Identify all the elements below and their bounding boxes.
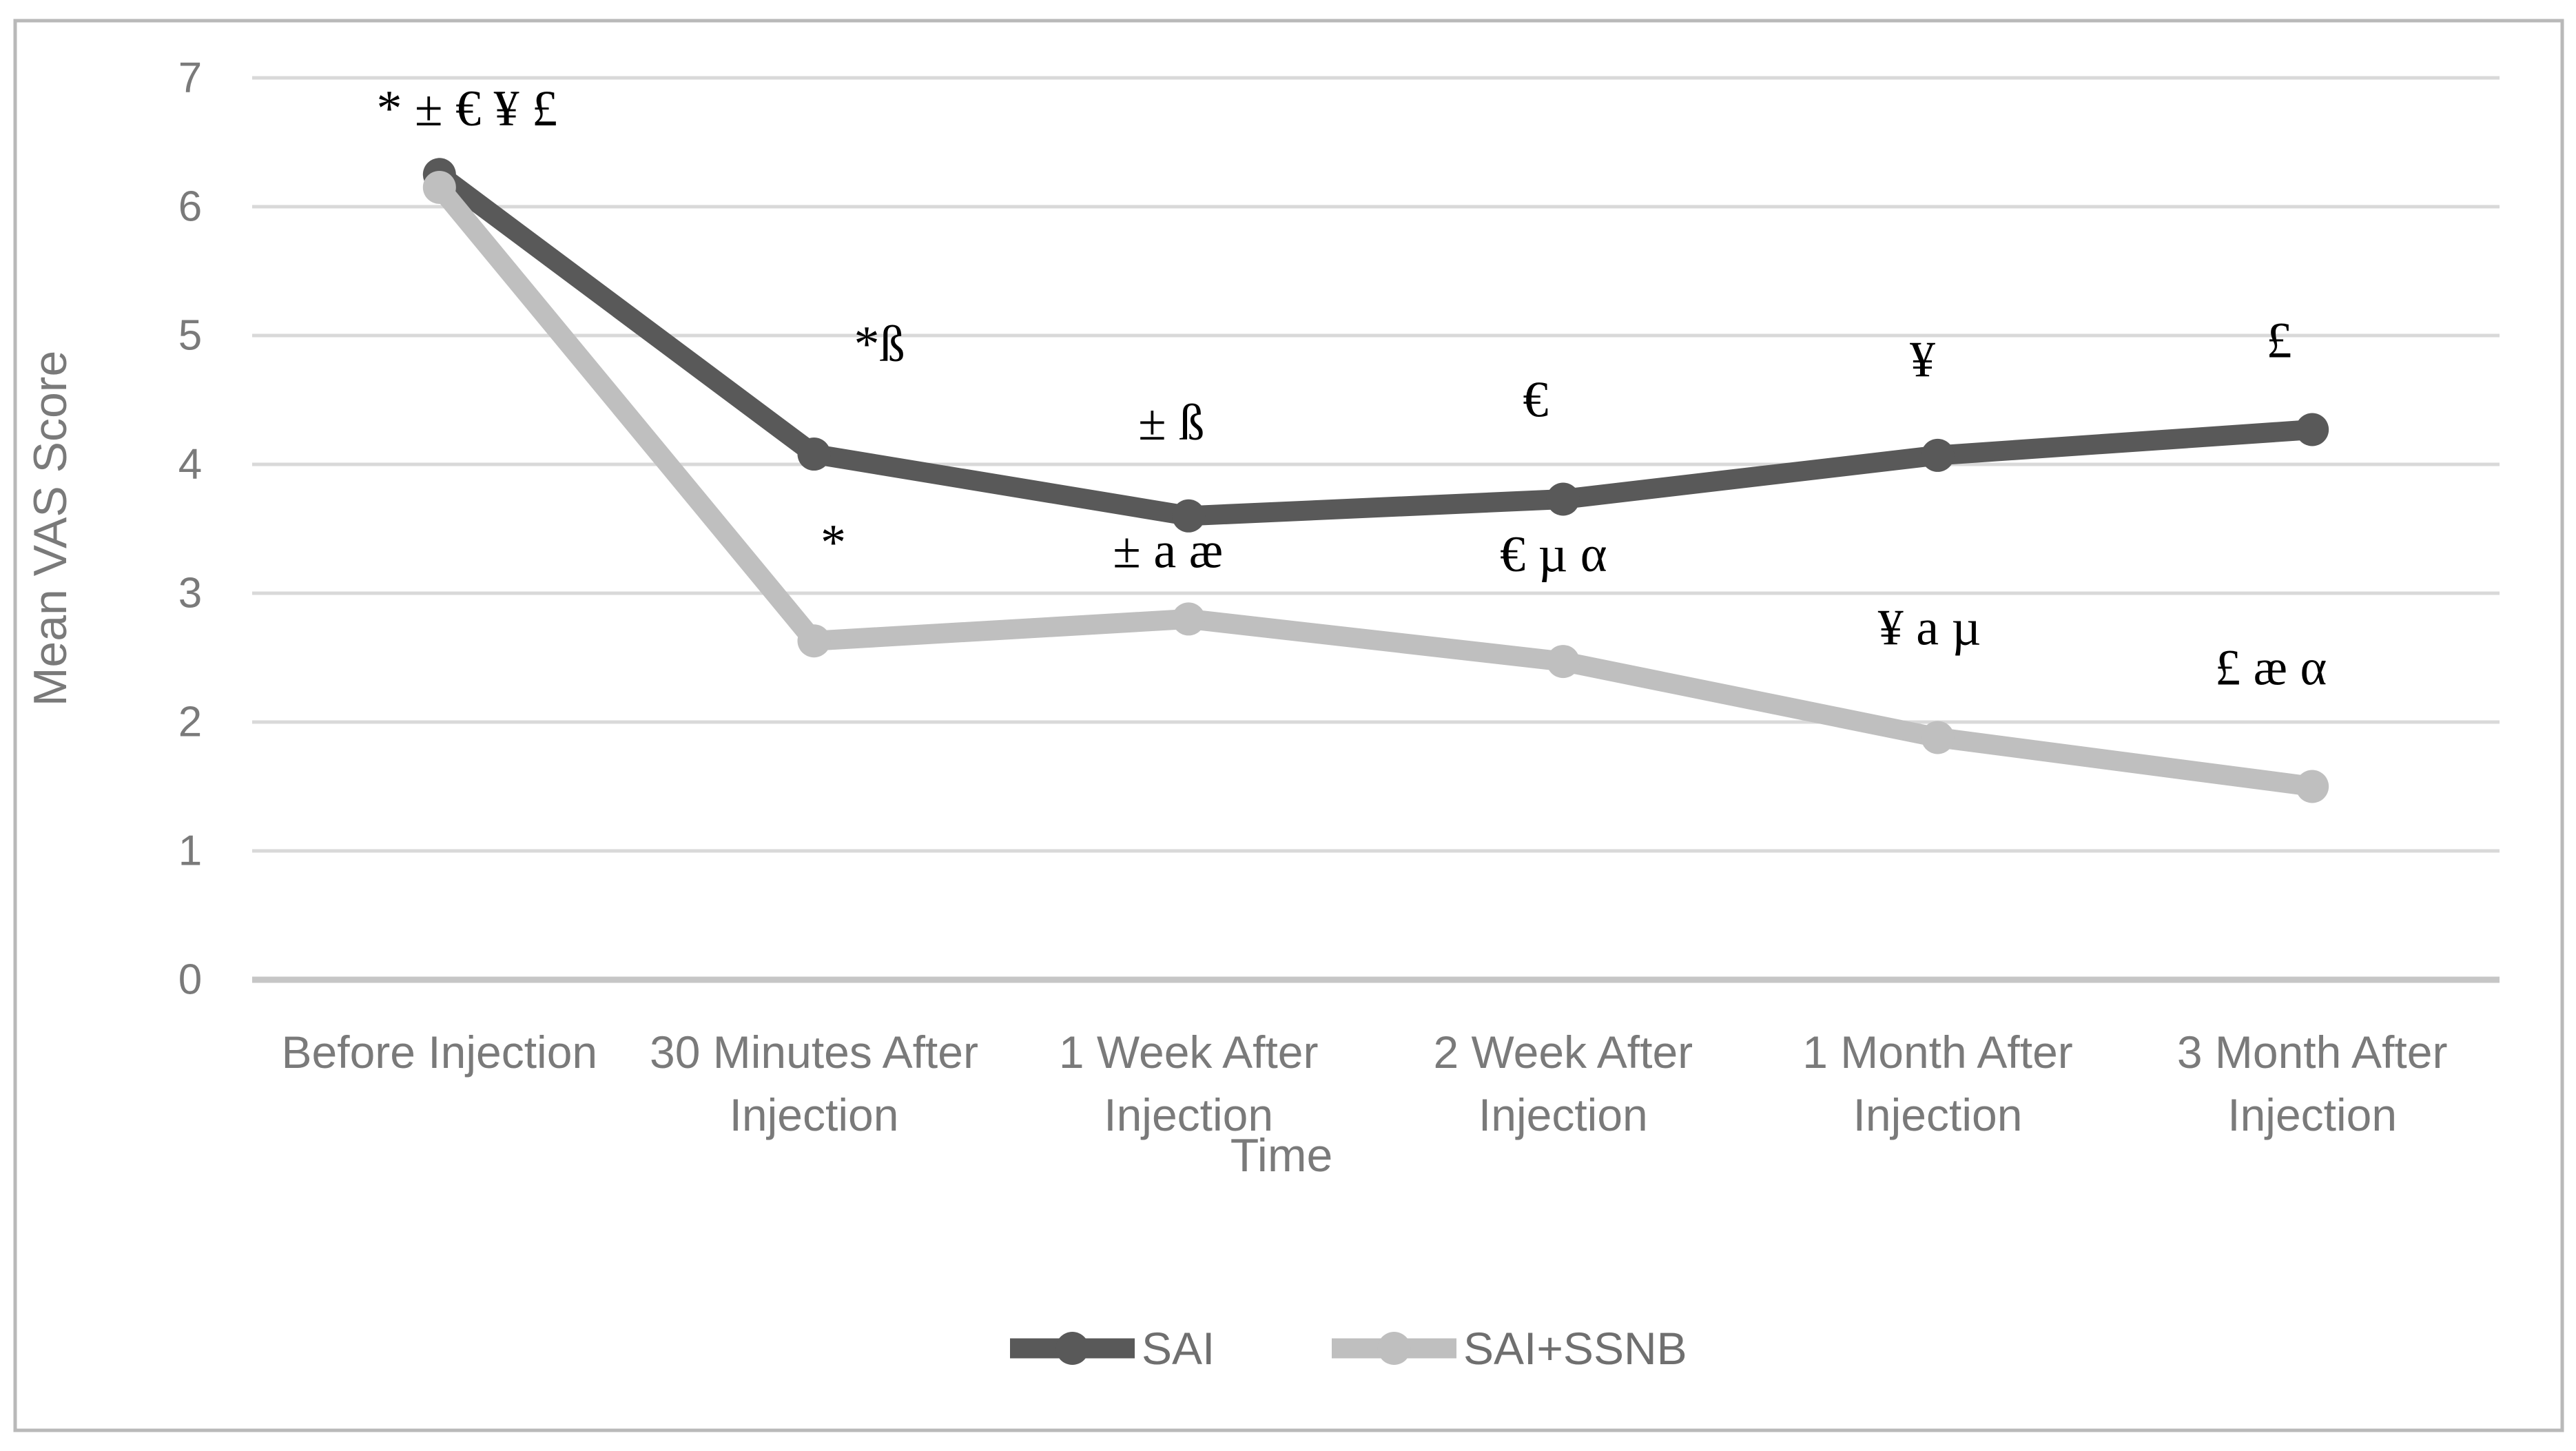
significance-annotation-1: *ß: [854, 316, 905, 373]
legend-label: SAI: [1142, 1323, 1215, 1374]
x-category-label-2-line-1: Injection: [1104, 1089, 1273, 1140]
data-point-marker: [422, 170, 456, 204]
series-line-sai-ssnb: [429, 177, 2322, 796]
legend-marker-dot: [1055, 1332, 1089, 1365]
significance-annotation-5: €: [1523, 372, 1548, 429]
series-line-sai: [429, 164, 2322, 526]
data-point-marker: [1172, 499, 1206, 533]
y-tick-label-2: 2: [178, 699, 202, 746]
significance-annotation-0: * ± € ¥ £: [377, 81, 558, 137]
legend-item-sai: SAI: [1010, 1323, 1215, 1374]
y-tick-label-7: 7: [178, 54, 202, 102]
data-point-marker: [2296, 413, 2329, 446]
data-point-marker: [797, 438, 831, 471]
significance-annotation-3: ± ß: [1138, 395, 1204, 451]
significance-annotation-2: *: [821, 515, 846, 571]
significance-annotation-10: £ æ α: [2215, 639, 2327, 696]
y-tick-label-3: 3: [178, 570, 202, 617]
y-tick-label-1: 1: [178, 827, 202, 875]
significance-annotation-6: € µ α: [1500, 526, 1607, 583]
data-point-marker: [1546, 482, 1580, 516]
x-category-label-3-line-0: 2 Week After: [1434, 1027, 1693, 1078]
x-category-label-3-line-1: Injection: [1478, 1089, 1648, 1140]
x-category-label-5-line-0: 3 Month After: [2177, 1027, 2448, 1078]
gridline-group: [252, 76, 2500, 983]
y-tick-label-0: 0: [178, 956, 202, 1004]
x-category-label-1-line-0: 30 Minutes After: [650, 1027, 978, 1078]
x-category-label-2-line-0: 1 Week After: [1059, 1027, 1319, 1078]
significance-annotation-4: ± a æ: [1113, 522, 1223, 579]
data-point-marker: [1921, 721, 1955, 754]
y-tick-label-group: 0 1 2 3 4 5 6 7: [178, 54, 202, 1004]
series-sai-ssnb: [422, 170, 2329, 803]
data-point-marker: [1546, 645, 1580, 679]
y-tick-label-4: 4: [178, 441, 202, 488]
x-category-label-group: Before Injection 30 Minutes After Injectio…: [282, 1027, 2448, 1140]
data-point-marker: [1172, 602, 1206, 636]
series-group: [422, 158, 2329, 803]
x-category-label-5-line-1: Injection: [2227, 1089, 2397, 1140]
x-category-label-0-line-0: Before Injection: [282, 1027, 598, 1078]
legend: SAI SAI+SSNB: [1010, 1323, 1687, 1374]
series-sai: [422, 158, 2329, 533]
legend-item-sai-ssnb: SAI+SSNB: [1332, 1323, 1687, 1374]
data-point-marker: [2296, 770, 2329, 803]
annotation-group: * ± € ¥ £ *ß * ± ß ± a æ € € µ α ¥ ¥ a µ £ £ æ α: [377, 81, 2327, 697]
data-point-marker: [1921, 438, 1955, 472]
significance-annotation-8: ¥ a µ: [1878, 599, 1981, 656]
x-axis-title: Time: [1230, 1129, 1333, 1182]
significance-annotation-7: ¥: [1910, 332, 1935, 389]
y-axis-title: Mean VAS Score: [24, 351, 76, 707]
legend-marker-dot: [1377, 1332, 1411, 1365]
y-tick-label-5: 5: [178, 312, 202, 360]
legend-label: SAI+SSNB: [1463, 1323, 1687, 1374]
y-tick-label-6: 6: [178, 183, 202, 231]
figure-border: [13, 19, 2564, 1432]
x-category-label-4-line-1: Injection: [1853, 1089, 2023, 1140]
x-category-label-1-line-1: Injection: [730, 1089, 899, 1140]
axis-title-group: Time Mean VAS Score: [24, 351, 1332, 1182]
x-category-label-4-line-0: 1 Month After: [1802, 1027, 2073, 1078]
data-point-marker: [797, 624, 831, 658]
significance-annotation-9: £: [2267, 312, 2292, 369]
